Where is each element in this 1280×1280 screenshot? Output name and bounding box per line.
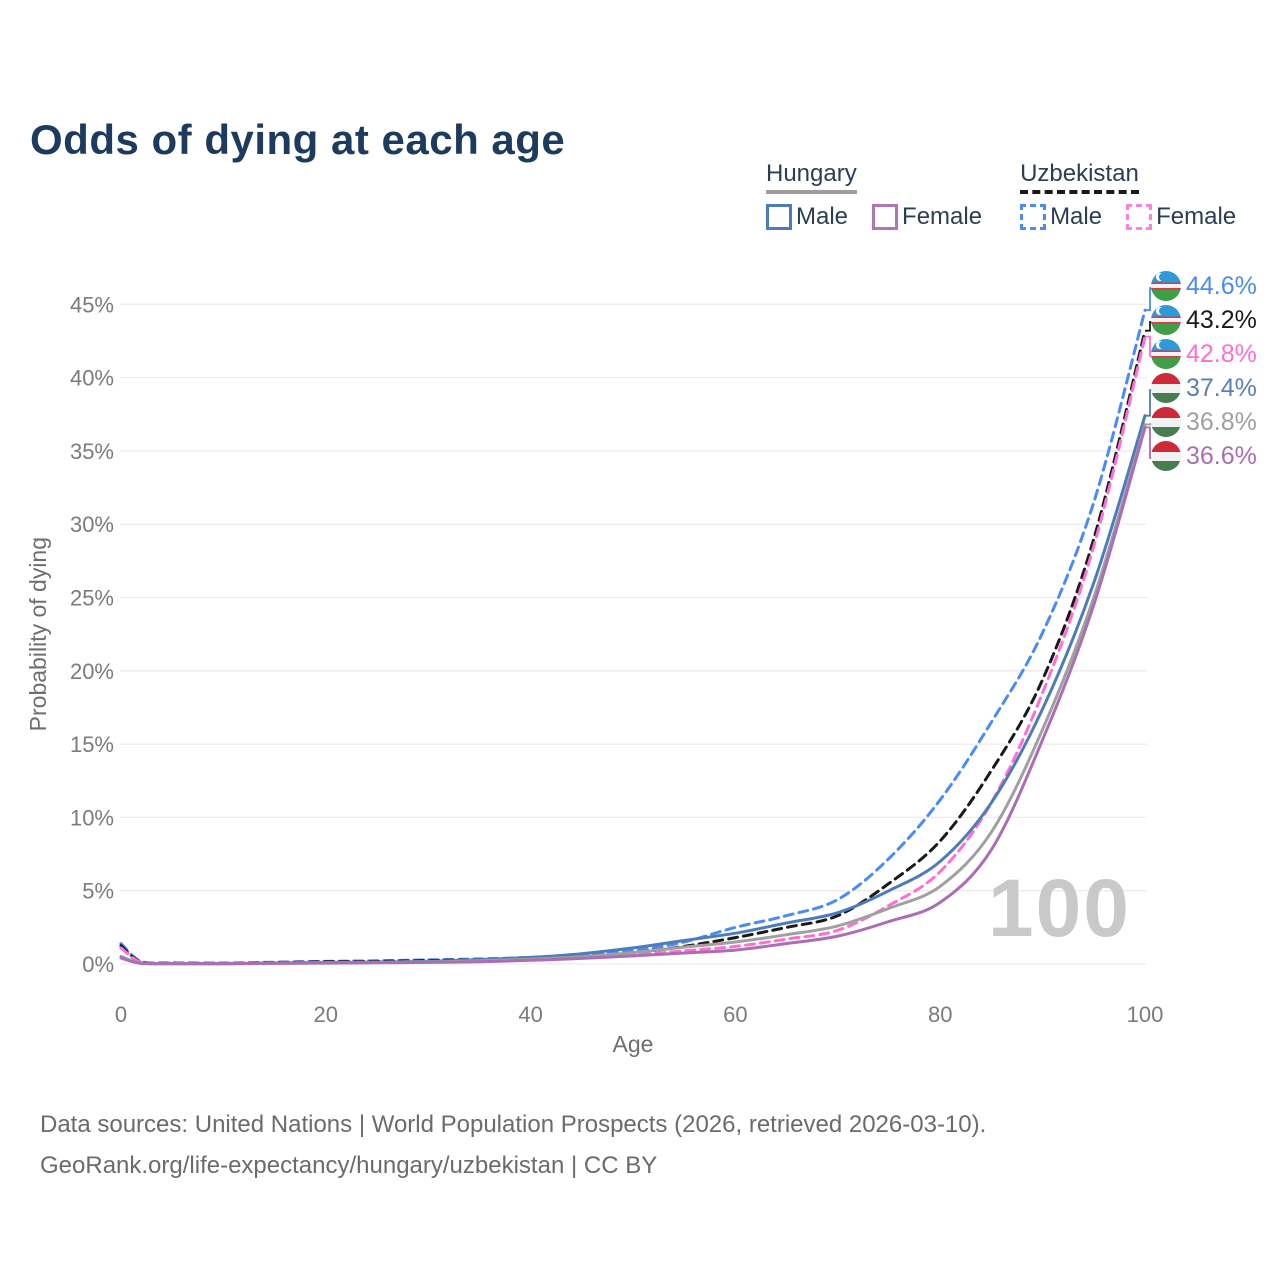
end-label-connector bbox=[1145, 287, 1154, 312]
legend-swatch-uzbekistan-female[interactable] bbox=[1126, 204, 1153, 230]
legend-country-hungary: Hungary bbox=[766, 160, 857, 194]
series-line-hungary-female bbox=[119, 425, 1147, 966]
legend-item-uzbekistan-female[interactable]: Female bbox=[1126, 203, 1236, 231]
legend-country-uzbekistan: Uzbekistan bbox=[1020, 160, 1139, 194]
y-axis-title: Probability of dying bbox=[25, 537, 51, 731]
legend-item-hungary-male[interactable]: Male bbox=[766, 203, 848, 231]
end-label-connector bbox=[1145, 426, 1154, 459]
legend-swatch-hungary-female[interactable] bbox=[872, 204, 899, 230]
legend-group-uzbekistan: Uzbekistan Male Female bbox=[1020, 160, 1236, 231]
x-tick-label: 80 bbox=[928, 1002, 952, 1027]
end-label-connector bbox=[1145, 389, 1154, 417]
legend-swatch-hungary-male[interactable] bbox=[766, 204, 792, 230]
x-tick-label: 0 bbox=[115, 1002, 127, 1027]
end-label-connector bbox=[1145, 321, 1154, 332]
y-tick-label: 45% bbox=[70, 292, 114, 317]
y-tick-label: 15% bbox=[70, 732, 114, 757]
end-label-connector bbox=[1145, 335, 1154, 357]
y-tick-label: 30% bbox=[70, 512, 114, 537]
x-tick-label: 40 bbox=[518, 1002, 542, 1027]
hover-age-watermark: 100 bbox=[988, 863, 1131, 954]
footer: Data sources: United Nations | World Pop… bbox=[40, 1104, 986, 1186]
y-tick-label: 5% bbox=[82, 879, 114, 904]
legend-label-uzbekistan-male: Male bbox=[1050, 203, 1103, 230]
end-label-connector bbox=[1145, 423, 1154, 426]
x-tick-label: 100 bbox=[1127, 1002, 1164, 1027]
x-tick-label: 60 bbox=[723, 1002, 747, 1027]
x-tick-label: 20 bbox=[314, 1002, 338, 1027]
footer-source-line: Data sources: United Nations | World Pop… bbox=[40, 1111, 987, 1138]
y-tick-label: 40% bbox=[70, 366, 114, 391]
legend-item-hungary-female[interactable]: Female bbox=[872, 203, 982, 231]
legend-group-hungary: Hungary Male Female bbox=[766, 160, 982, 231]
page-title: Odds of dying at each age bbox=[30, 116, 566, 164]
legend-label-hungary-female: Female bbox=[902, 203, 983, 230]
y-tick-label: 20% bbox=[70, 659, 114, 684]
y-tick-label: 0% bbox=[82, 952, 114, 977]
legend-label-hungary-male: Male bbox=[796, 203, 849, 230]
legend: Hungary Male Female Uzbekistan Male Female bbox=[766, 160, 1236, 231]
y-tick-label: 10% bbox=[70, 805, 114, 830]
y-tick-label: 25% bbox=[70, 586, 114, 611]
y-tick-label: 35% bbox=[70, 439, 114, 464]
legend-label-uzbekistan-female: Female bbox=[1156, 203, 1237, 230]
legend-item-uzbekistan-male[interactable]: Male bbox=[1020, 203, 1102, 231]
x-axis-title: Age bbox=[613, 1031, 654, 1057]
footer-attribution-line: GeoRank.org/life-expectancy/hungary/uzbe… bbox=[40, 1152, 658, 1179]
legend-swatch-uzbekistan-male[interactable] bbox=[1020, 204, 1047, 230]
